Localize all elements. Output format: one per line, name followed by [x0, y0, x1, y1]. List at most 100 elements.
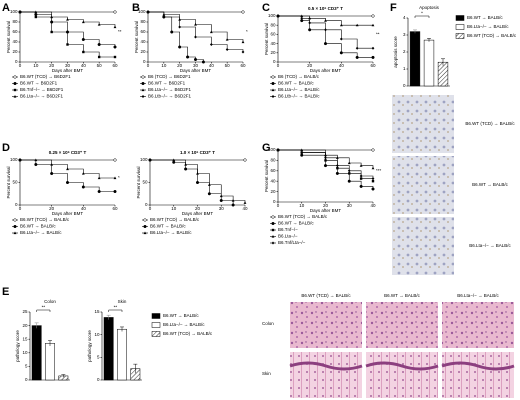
legend-label: B6.Lta−/− → BALB/c	[163, 322, 205, 327]
marker	[97, 42, 101, 47]
marker	[172, 160, 176, 164]
legend-marker	[271, 215, 275, 219]
x-tick-label: 30	[193, 63, 199, 68]
marker	[34, 15, 38, 19]
histology-image	[366, 352, 438, 398]
x-tick-label: 60	[112, 206, 118, 211]
panel-letter: D	[2, 142, 10, 154]
marker	[97, 23, 101, 26]
y-tick-label: 100	[268, 147, 276, 152]
y-tick-label: 20	[22, 323, 28, 328]
x-axis-label: Days after BMT	[180, 68, 212, 73]
marker	[371, 180, 375, 183]
marker	[193, 57, 198, 62]
panel-title: 0.25 × 10⁶ CD3⁺ T	[49, 150, 87, 155]
legend-marker	[271, 95, 275, 98]
survival-curve	[150, 159, 234, 205]
y-tick-label: 100	[138, 9, 146, 14]
marker	[66, 43, 69, 46]
x-axis-label: Days after BMT	[52, 211, 84, 216]
marker	[113, 176, 117, 180]
marker	[186, 55, 190, 59]
legend-label: B6.Tnf/Lta−/−	[278, 240, 306, 245]
legend-marker	[271, 228, 275, 232]
marker	[348, 172, 351, 175]
panel-letter: C	[262, 2, 270, 14]
legend-label: B6.WT → BALB/c	[20, 224, 56, 229]
legend-label: B6.WT → BALB/c	[278, 221, 314, 226]
marker	[371, 14, 375, 18]
marker	[335, 164, 339, 168]
marker	[178, 25, 182, 29]
column-header: B6.WT (TCD) → BALB/c	[301, 293, 351, 298]
y-tick-label: 100	[10, 9, 18, 14]
marker	[347, 179, 351, 183]
legend-label: B6.WT (TCD) → BALB/c	[467, 33, 517, 38]
y-tick-label: 80	[270, 158, 276, 163]
bar	[437, 61, 449, 87]
significance: *	[246, 29, 248, 34]
y-tick-label: 0	[273, 59, 276, 64]
legend-label: B6.Lta−/− → BALB/c	[278, 87, 320, 92]
y-tick-label: 0	[97, 377, 100, 382]
x-tick-label: 40	[339, 63, 345, 68]
legend-label: B6.Lta−/− → B6D2F1	[20, 94, 64, 99]
marker	[371, 148, 375, 152]
marker	[371, 23, 375, 27]
significance: **	[376, 32, 380, 37]
marker	[371, 46, 375, 50]
marker	[184, 167, 188, 171]
marker	[308, 21, 312, 25]
y-tick-label: 40	[12, 39, 18, 44]
marker	[219, 194, 223, 198]
marker	[195, 180, 200, 185]
marker	[339, 23, 343, 27]
error-bar	[48, 340, 52, 346]
x-tick-label: 20	[307, 63, 313, 68]
image-label: B6.Lta−/− → BALB/c	[469, 243, 511, 248]
legend-label: B6.Lta−/− → BALB/c	[467, 24, 509, 29]
epidermis	[289, 361, 363, 371]
y-tick-label: 2	[403, 49, 406, 54]
x-axis-label: Days after BMT	[52, 68, 84, 73]
marker	[347, 161, 351, 165]
x-tick-label: 60	[240, 63, 246, 68]
legend-swatch	[455, 24, 465, 30]
marker	[18, 158, 22, 162]
legend-marker	[13, 224, 17, 229]
marker	[97, 189, 101, 194]
legend-label: B6.Lta−/− → BALB/c	[150, 230, 192, 235]
marker	[50, 15, 54, 19]
image-label: B6.WT (TCD) → BALB/c	[465, 121, 515, 126]
legend-label: B6.WT (TCD) → BALB/c	[163, 331, 213, 336]
marker	[371, 55, 375, 59]
y-tick-label: 60	[270, 32, 276, 37]
x-tick-label: 40	[242, 206, 248, 211]
marker	[359, 184, 363, 188]
chart-title: Apoptosis	[419, 5, 440, 10]
y-axis-label: Percent survival	[134, 21, 139, 53]
marker	[66, 18, 69, 21]
panel-title: 1.0 × 10⁶ CD3⁺ T	[180, 150, 215, 155]
x-tick-label: 50	[97, 63, 103, 68]
marker	[324, 159, 327, 162]
panel-title: 0.5 × 10⁶ CD3⁺ T	[308, 6, 343, 11]
panel-letter: B	[132, 2, 140, 14]
x-tick-label: 60	[112, 63, 118, 68]
panel-letter: E	[2, 286, 9, 298]
x-tick-label: 0	[149, 206, 152, 211]
legend-marker	[143, 218, 147, 222]
legend-marker	[13, 75, 17, 79]
marker	[225, 48, 229, 51]
panel-letter: G	[262, 142, 271, 154]
y-axis-label: pathology score	[15, 330, 20, 362]
marker	[148, 158, 152, 162]
significance-bracket	[414, 15, 430, 18]
legend-marker	[13, 95, 17, 98]
y-tick-label: 20	[270, 50, 276, 55]
legend-marker	[143, 224, 147, 229]
marker	[355, 46, 359, 50]
legend-label: B6.Lta−/−	[278, 234, 298, 239]
y-axis-label: Percent survival	[136, 166, 141, 198]
row-label: Skin	[262, 371, 271, 376]
